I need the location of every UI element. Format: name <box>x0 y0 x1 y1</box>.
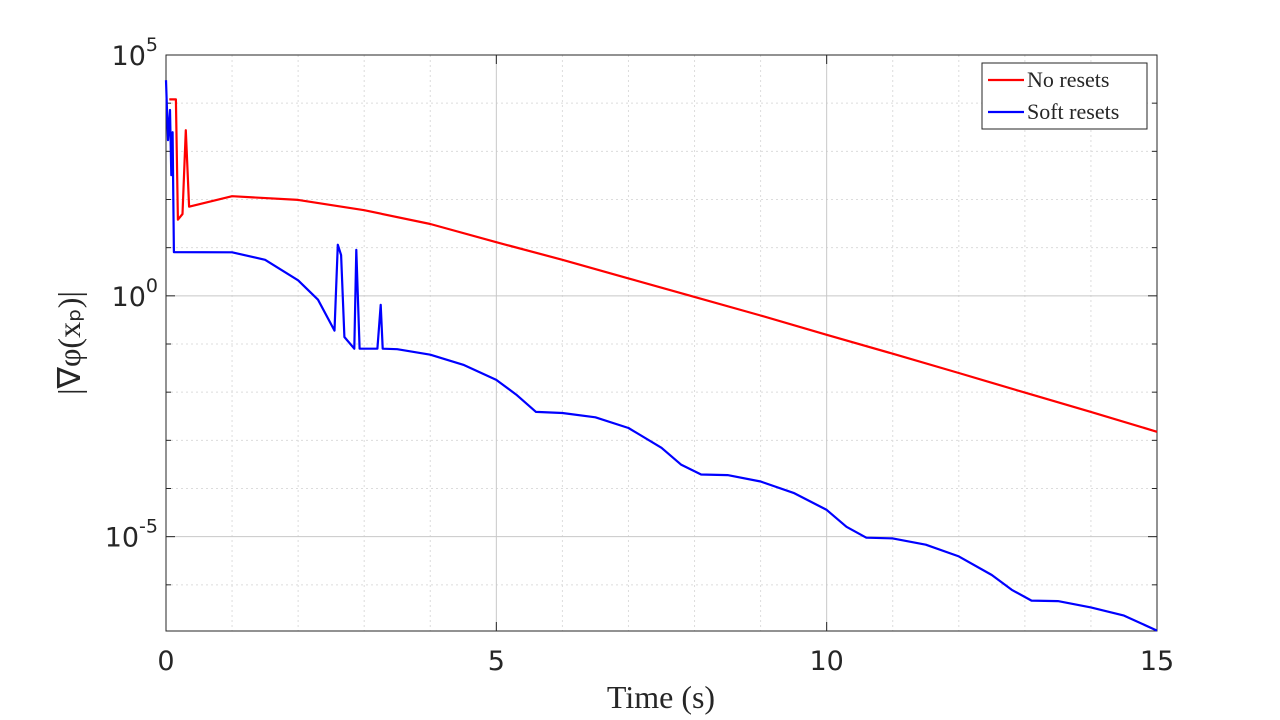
y-tick-exponent: 5 <box>146 34 158 56</box>
y-axis-label: |∇φ(xₚ)| <box>51 291 87 395</box>
y-tick-base: 10 <box>112 282 146 313</box>
data-line <box>164 80 1158 632</box>
y-tick-label: 100 <box>112 275 158 313</box>
legend-label: Soft resets <box>1027 99 1119 124</box>
y-tick-base: 10 <box>112 41 146 72</box>
x-tick-label: 5 <box>488 646 505 677</box>
legend-label: No resets <box>1027 67 1109 92</box>
x-tick-label: 0 <box>157 646 174 677</box>
x-tick-label: 15 <box>1140 646 1174 677</box>
y-tick-base: 10 <box>105 523 139 554</box>
x-tick-label: 10 <box>809 646 843 677</box>
legend-box <box>981 62 1148 130</box>
x-axis-label: Time (s) <box>607 679 715 715</box>
y-tick-label: 10-5 <box>105 516 158 554</box>
y-tick-exponent: 0 <box>146 275 158 297</box>
data-line <box>169 98 1158 433</box>
y-tick-exponent: -5 <box>139 516 158 538</box>
plot-frame <box>165 54 1158 632</box>
y-tick-label: 105 <box>112 34 158 72</box>
